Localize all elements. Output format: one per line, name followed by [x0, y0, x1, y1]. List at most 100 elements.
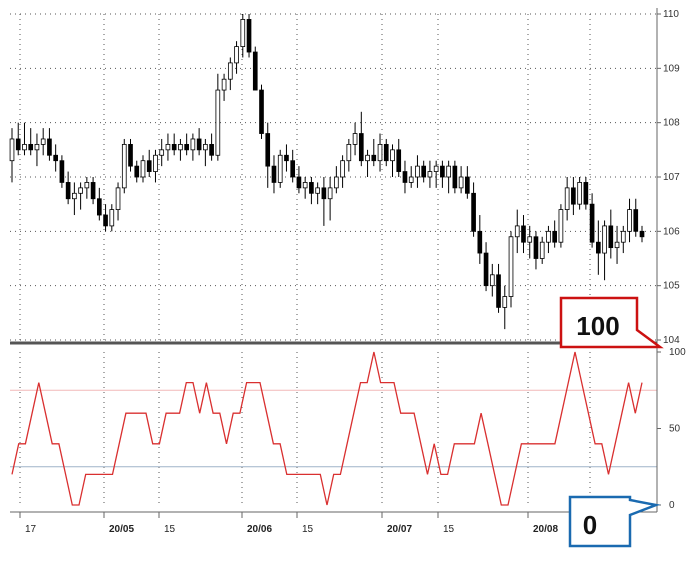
candle-body-down: [259, 89, 264, 134]
candle-body-up: [34, 143, 40, 151]
osc-tick-label: 50: [669, 424, 681, 435]
candle-body-up: [390, 149, 395, 162]
candle-body-up: [446, 165, 451, 178]
candle-body-down: [596, 241, 601, 254]
candle-body-up: [327, 187, 333, 200]
candle-body-up: [427, 171, 433, 178]
candle-body-up: [315, 187, 320, 194]
axes-layer: 104 105 106 107 108 109 110 0 50 100 17 20/05 15 20/0…: [10, 8, 686, 535]
candle-body-down: [440, 165, 445, 178]
candle-body-up: [620, 230, 626, 243]
candle-body-up: [527, 236, 533, 243]
candle-body-down: [371, 154, 377, 162]
candle-body-up: [165, 143, 171, 151]
candle-body-up: [203, 143, 208, 151]
candle-body-down: [209, 143, 214, 156]
candle-body-down: [128, 143, 133, 167]
candle-body-down: [452, 165, 458, 189]
candle-body-up: [240, 19, 246, 47]
candle-body-up: [602, 225, 607, 254]
date-tick-label: 20/07: [387, 524, 412, 535]
date-tick-label: 15: [302, 524, 314, 535]
candle-body-up: [502, 296, 508, 308]
callout-bottom-box: [568, 495, 661, 548]
candle-body-down: [252, 51, 258, 91]
candle-body-down: [496, 274, 501, 308]
price-tick-label: 106: [663, 226, 680, 237]
candle-body-up: [84, 182, 90, 189]
candle-body-up: [564, 187, 570, 211]
candle-body-up: [546, 230, 551, 243]
candle-body-down: [471, 192, 476, 232]
candle-body-down: [90, 182, 96, 200]
candle-body-down: [284, 154, 289, 162]
candle-body-down: [146, 160, 152, 172]
candle-body-down: [309, 182, 314, 194]
candle-body-down: [483, 252, 489, 287]
candle-body-down: [296, 176, 302, 189]
candle-body-up: [365, 154, 370, 162]
price-tick-label: 109: [663, 63, 680, 74]
candle-body-down: [402, 171, 408, 183]
candle-body-down: [639, 230, 645, 238]
candle-body-down: [521, 225, 526, 243]
candle-body-up: [140, 160, 146, 178]
candle-body-up: [558, 209, 564, 243]
osc-tick-label: 0: [669, 500, 675, 511]
candle-body-up: [277, 154, 283, 183]
candle-body-down: [246, 19, 252, 53]
date-tick-label: 20/08: [533, 524, 558, 535]
date-tick-label: 20/05: [109, 524, 134, 535]
candle-body-up: [539, 241, 545, 259]
price-tick-label: 110: [663, 9, 679, 20]
date-tick-label: 15: [164, 524, 176, 535]
candle-body-up: [9, 138, 15, 162]
candle-body-up: [221, 78, 227, 91]
candle-body-down: [171, 143, 177, 151]
callout-top-box: [559, 296, 664, 349]
callout-bottom-label: 0: [583, 510, 597, 540]
callout-top-label: 100: [576, 311, 619, 341]
candle-body-down: [59, 160, 65, 183]
candle-body-up: [121, 143, 127, 189]
candle-body-up: [508, 236, 514, 297]
candle-body-up: [489, 274, 495, 287]
date-tick-label: 15: [443, 524, 455, 535]
candle-body-down: [103, 214, 108, 227]
candle-body-up: [346, 143, 352, 162]
candle-body-up: [408, 176, 414, 183]
price-tick-label: 107: [663, 172, 680, 183]
candle-body-down: [265, 133, 271, 167]
grid-layer: [10, 13, 657, 505]
candle-body-down: [47, 138, 52, 156]
candle-body-up: [153, 154, 158, 172]
oscillator-panel: [10, 351, 657, 506]
callouts: 100 0: [559, 296, 664, 548]
candle-body-down: [465, 176, 470, 194]
candle-body-up: [415, 165, 420, 178]
price-tick-label: 108: [663, 118, 680, 129]
candle-body-up: [352, 133, 358, 145]
candle-body-up: [334, 176, 339, 189]
candle-body-up: [340, 160, 345, 178]
candle-body-up: [40, 138, 46, 145]
candle-body-up: [215, 89, 221, 156]
osc-tick-label: 100: [669, 347, 686, 358]
candle-body-down: [583, 182, 589, 205]
candle-body-up: [159, 149, 165, 156]
candle-body-up: [458, 176, 464, 189]
candle-body-down: [358, 133, 364, 162]
candle-body-down: [421, 165, 427, 178]
candle-body-down: [533, 236, 539, 259]
candle-body-up: [78, 187, 83, 194]
candle-body-down: [96, 198, 102, 216]
candle-body-down: [633, 209, 639, 232]
candle-body-down: [552, 230, 558, 243]
price-tick-label: 105: [663, 281, 680, 292]
candle-body-up: [577, 182, 582, 205]
price-tick-label: 104: [663, 335, 680, 346]
candle-body-up: [234, 46, 239, 64]
candle-body-up: [72, 192, 77, 200]
